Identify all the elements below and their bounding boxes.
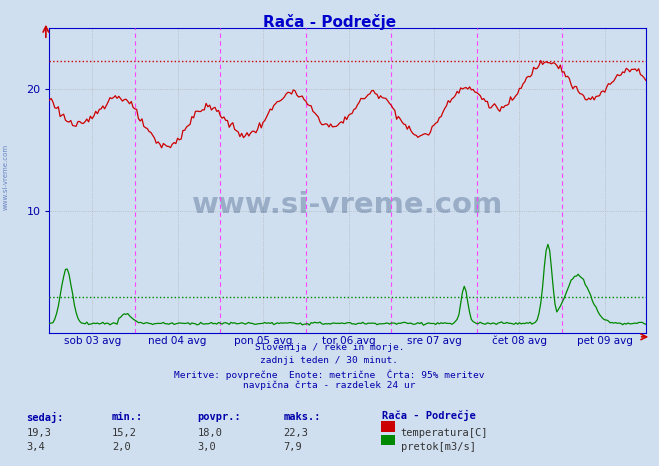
Text: 22,3: 22,3 xyxy=(283,428,308,438)
Text: Rača - Podrečje: Rača - Podrečje xyxy=(382,410,476,421)
Text: 2,0: 2,0 xyxy=(112,442,130,452)
Text: pretok[m3/s]: pretok[m3/s] xyxy=(401,442,476,452)
Text: 3,0: 3,0 xyxy=(198,442,216,452)
Text: 18,0: 18,0 xyxy=(198,428,223,438)
Text: min.:: min.: xyxy=(112,412,143,422)
Text: sedaj:: sedaj: xyxy=(26,412,64,424)
Text: www.si-vreme.com: www.si-vreme.com xyxy=(2,144,9,210)
Text: Slovenija / reke in morje.: Slovenija / reke in morje. xyxy=(255,343,404,351)
Text: navpična črta - razdelek 24 ur: navpična črta - razdelek 24 ur xyxy=(243,381,416,390)
Text: zadnji teden / 30 minut.: zadnji teden / 30 minut. xyxy=(260,356,399,365)
Text: povpr.:: povpr.: xyxy=(198,412,241,422)
Text: 19,3: 19,3 xyxy=(26,428,51,438)
Text: maks.:: maks.: xyxy=(283,412,321,422)
Text: Meritve: povprečne  Enote: metrične  Črta: 95% meritev: Meritve: povprečne Enote: metrične Črta:… xyxy=(174,370,485,380)
Text: 7,9: 7,9 xyxy=(283,442,302,452)
Text: 3,4: 3,4 xyxy=(26,442,45,452)
Text: Rača - Podrečje: Rača - Podrečje xyxy=(263,14,396,30)
Text: 15,2: 15,2 xyxy=(112,428,137,438)
Text: temperatura[C]: temperatura[C] xyxy=(401,428,488,438)
Text: www.si-vreme.com: www.si-vreme.com xyxy=(192,191,503,219)
